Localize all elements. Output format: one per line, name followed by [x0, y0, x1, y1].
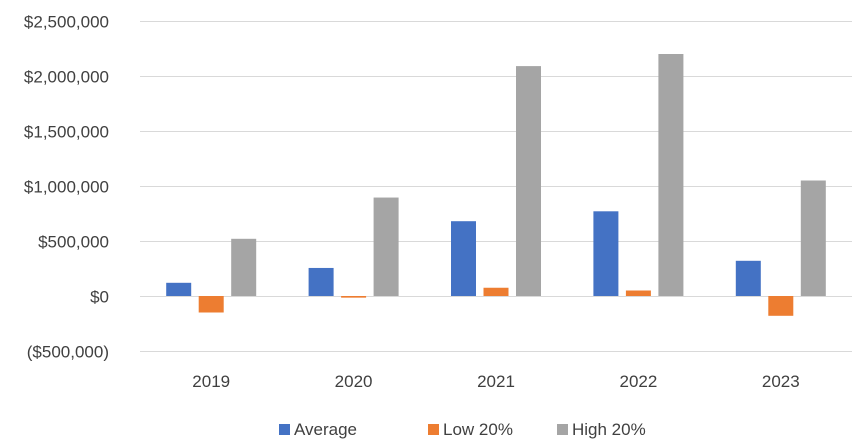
legend-swatch-low-20-	[428, 424, 439, 435]
x-axis-tick-labels: 2019 2020 2021 2022 2023	[192, 372, 799, 391]
legend: Average Low 20% High 20%	[279, 420, 646, 439]
bar-high-20--2020	[374, 198, 399, 296]
y-tick-label: $1,500,000	[24, 123, 109, 142]
bar-high-20--2021	[516, 66, 541, 296]
y-tick-label: $1,000,000	[24, 178, 109, 197]
legend-label: Low 20%	[443, 420, 513, 439]
y-tick-label: $2,500,000	[24, 13, 109, 32]
legend-label: High 20%	[572, 420, 646, 439]
bar-high-20--2022	[658, 54, 683, 296]
bar-high-20--2023	[801, 181, 826, 297]
y-tick-label: $500,000	[38, 233, 109, 252]
y-tick-label: $2,000,000	[24, 68, 109, 87]
bar-low-20--2023	[768, 296, 793, 316]
bar-average-2019	[166, 283, 191, 296]
bar-average-2023	[736, 261, 761, 296]
bar-low-20--2022	[626, 291, 651, 297]
y-axis-tick-labels: $2,500,000 $2,000,000 $1,500,000 $1,000,000…	[24, 13, 109, 362]
legend-swatch-average	[279, 424, 290, 435]
bar-average-2021	[451, 221, 476, 296]
bar-average-2022	[593, 211, 618, 296]
bar-average-2020	[309, 268, 334, 296]
bars	[166, 54, 826, 316]
bar-low-20--2020	[341, 296, 366, 298]
bar-high-20--2019	[231, 239, 256, 296]
x-tick-label: 2019	[192, 372, 230, 391]
x-tick-label: 2022	[619, 372, 657, 391]
gridlines	[140, 22, 852, 352]
legend-swatch-high-20-	[557, 424, 568, 435]
x-tick-label: 2020	[335, 372, 373, 391]
x-tick-label: 2021	[477, 372, 515, 391]
bar-low-20--2021	[484, 288, 509, 296]
x-tick-label: 2023	[762, 372, 800, 391]
y-tick-label: $0	[90, 288, 109, 307]
y-tick-label: ($500,000)	[27, 343, 109, 362]
bar-low-20--2019	[199, 296, 224, 313]
legend-label: Average	[294, 420, 357, 439]
